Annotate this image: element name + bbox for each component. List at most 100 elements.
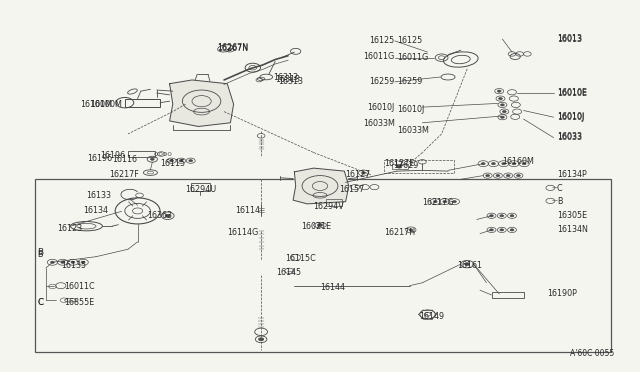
Circle shape xyxy=(502,110,506,113)
Text: 16133: 16133 xyxy=(86,191,111,200)
Circle shape xyxy=(510,215,514,217)
Circle shape xyxy=(522,163,526,165)
Circle shape xyxy=(502,163,506,165)
Text: B: B xyxy=(37,250,43,259)
Circle shape xyxy=(500,104,504,106)
Circle shape xyxy=(433,201,437,203)
Text: 17629: 17629 xyxy=(394,161,419,170)
Text: 16196: 16196 xyxy=(87,154,112,163)
Text: 16033M: 16033M xyxy=(363,119,395,128)
Circle shape xyxy=(500,116,504,118)
Text: 16144: 16144 xyxy=(320,283,345,292)
Text: 16134N: 16134N xyxy=(557,225,588,234)
Text: 16217H: 16217H xyxy=(384,228,415,237)
Text: 16145: 16145 xyxy=(276,268,301,277)
Text: 16010J: 16010J xyxy=(557,113,584,122)
Text: 16116: 16116 xyxy=(112,155,137,164)
Text: A'60C 0055: A'60C 0055 xyxy=(570,349,614,358)
Circle shape xyxy=(510,229,514,231)
Text: 16100M: 16100M xyxy=(80,100,112,109)
Bar xyxy=(326,199,342,206)
Circle shape xyxy=(51,261,54,263)
Circle shape xyxy=(497,90,501,92)
Text: 16363: 16363 xyxy=(147,211,172,220)
Text: 16294V: 16294V xyxy=(314,202,344,211)
Text: B: B xyxy=(557,197,563,206)
Text: 16010J: 16010J xyxy=(367,103,395,112)
Text: 16100M: 16100M xyxy=(90,100,122,109)
Text: 16011G: 16011G xyxy=(364,52,395,61)
Circle shape xyxy=(481,163,485,165)
Text: 16010E: 16010E xyxy=(557,89,587,97)
Text: 16010E: 16010E xyxy=(557,88,587,97)
Circle shape xyxy=(81,261,85,263)
Text: 16115: 16115 xyxy=(160,159,185,168)
Circle shape xyxy=(189,160,193,162)
Text: 16149: 16149 xyxy=(419,312,444,321)
Text: 16125: 16125 xyxy=(397,36,422,45)
Text: 16013: 16013 xyxy=(557,34,582,43)
Text: B: B xyxy=(37,248,44,257)
Circle shape xyxy=(452,201,456,203)
Text: 16267N: 16267N xyxy=(217,43,248,52)
Circle shape xyxy=(179,160,183,162)
Bar xyxy=(392,164,408,169)
Text: 16157: 16157 xyxy=(339,185,364,194)
Text: 16033: 16033 xyxy=(557,133,582,142)
Text: 16313: 16313 xyxy=(273,73,298,81)
Text: 16217G: 16217G xyxy=(422,198,454,207)
Text: 16013: 16013 xyxy=(557,35,582,44)
Circle shape xyxy=(496,174,500,177)
Text: 16010J: 16010J xyxy=(557,112,584,121)
Circle shape xyxy=(490,215,493,217)
Text: 16161: 16161 xyxy=(458,262,483,270)
Text: 16267N: 16267N xyxy=(217,44,248,53)
Text: 16011C: 16011C xyxy=(64,282,95,291)
Text: 16135: 16135 xyxy=(61,262,86,270)
Polygon shape xyxy=(170,80,234,126)
Text: 16033M: 16033M xyxy=(397,126,429,135)
Text: 16125: 16125 xyxy=(370,36,395,45)
Text: 16217F: 16217F xyxy=(109,170,138,179)
Text: 16114G: 16114G xyxy=(227,228,259,237)
Circle shape xyxy=(490,229,493,231)
Text: 16134: 16134 xyxy=(83,206,108,215)
Circle shape xyxy=(499,97,502,100)
Text: 16305E: 16305E xyxy=(557,211,587,220)
Bar xyxy=(125,99,160,107)
Text: C: C xyxy=(557,184,563,193)
Circle shape xyxy=(259,338,264,341)
Text: 16123: 16123 xyxy=(58,224,83,233)
Text: 16033: 16033 xyxy=(557,132,582,141)
Bar xyxy=(35,179,611,352)
Circle shape xyxy=(500,215,504,217)
Text: 16855E: 16855E xyxy=(64,298,94,307)
Text: 16010J: 16010J xyxy=(397,105,424,114)
Circle shape xyxy=(165,214,170,217)
Text: 16127: 16127 xyxy=(346,170,371,179)
Text: 16259: 16259 xyxy=(369,77,395,86)
Bar xyxy=(492,292,524,298)
Circle shape xyxy=(150,158,154,160)
Bar xyxy=(191,183,210,191)
Text: 16313: 16313 xyxy=(278,77,303,86)
Text: 16294U: 16294U xyxy=(186,185,217,194)
Text: 16190P: 16190P xyxy=(547,289,577,298)
Text: 16259: 16259 xyxy=(397,77,422,86)
Text: 16313: 16313 xyxy=(275,75,300,84)
Circle shape xyxy=(362,172,365,174)
Circle shape xyxy=(61,261,65,263)
Text: 16114: 16114 xyxy=(236,206,260,215)
Circle shape xyxy=(500,229,504,231)
Text: 16160M: 16160M xyxy=(502,157,534,166)
Circle shape xyxy=(465,263,470,266)
Circle shape xyxy=(486,174,490,177)
Circle shape xyxy=(170,160,173,162)
Circle shape xyxy=(492,163,495,165)
Bar xyxy=(384,160,454,173)
Text: C: C xyxy=(37,298,44,307)
Text: 16011G: 16011G xyxy=(397,53,428,62)
Circle shape xyxy=(506,174,510,177)
Text: 16115C: 16115C xyxy=(285,254,316,263)
Circle shape xyxy=(397,165,402,168)
